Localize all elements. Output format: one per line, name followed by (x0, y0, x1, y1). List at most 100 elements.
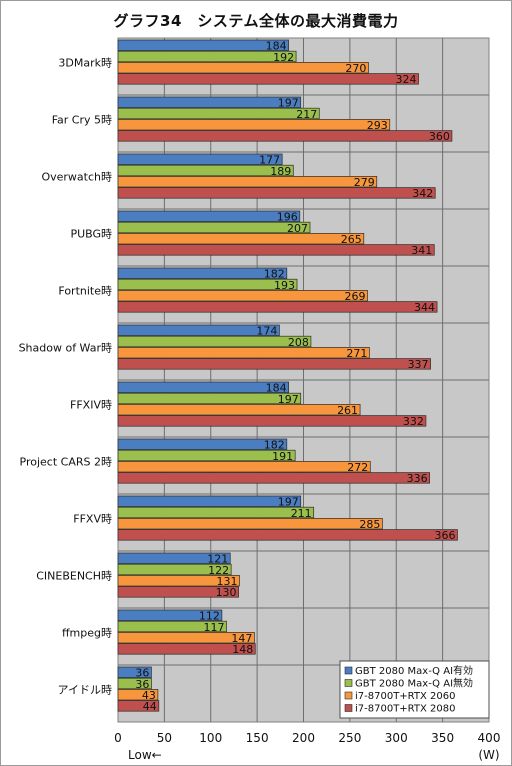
bar (117, 324, 280, 336)
x-tick-label: 50 (157, 731, 172, 745)
legend-swatch (344, 666, 353, 675)
data-label: 344 (414, 301, 435, 314)
bar (117, 335, 312, 348)
x-tick-label: 150 (246, 731, 269, 745)
x-tick-label: 400 (478, 731, 501, 745)
category-label: Shadow of War時 (19, 341, 112, 354)
data-label: 279 (354, 176, 375, 189)
data-label: 148 (232, 643, 253, 656)
data-label: 192 (273, 51, 294, 64)
data-label: 208 (288, 336, 309, 349)
data-label: 366 (434, 529, 455, 542)
bar (117, 632, 255, 644)
data-label: 112 (199, 610, 220, 623)
data-label: 337 (408, 358, 429, 371)
bar (117, 518, 383, 530)
bar (117, 438, 288, 450)
data-label: 217 (296, 108, 317, 121)
data-label: 43 (142, 689, 156, 702)
data-label: 36 (135, 667, 149, 680)
data-label: 121 (207, 553, 228, 566)
x-tick-label: 100 (199, 731, 222, 745)
legend-label: GBT 2080 Max-Q AI有効 (355, 664, 473, 677)
legend-swatch (344, 704, 353, 712)
bar (117, 130, 453, 142)
bar (117, 449, 296, 462)
bar (117, 620, 227, 633)
data-label: 272 (347, 461, 368, 474)
category-label: 3DMark時 (58, 56, 112, 69)
data-label: 332 (403, 415, 424, 428)
data-label: 270 (345, 62, 366, 75)
data-label: 360 (429, 130, 450, 143)
bar (117, 677, 152, 690)
bar (117, 210, 301, 222)
data-label: 147 (231, 632, 252, 645)
bar (117, 415, 427, 427)
x-tick-label: 250 (338, 731, 361, 745)
legend-swatch (344, 679, 353, 687)
legend-label: GBT 2080 Max-Q AI無効 (355, 677, 473, 690)
bar (117, 392, 302, 405)
bar (117, 643, 256, 655)
bar (117, 290, 368, 302)
bar (117, 609, 223, 621)
bar (117, 96, 302, 108)
bar (117, 495, 302, 507)
bar (117, 666, 152, 678)
x-axis-unit: (W) (478, 748, 499, 762)
category-label: PUBG時 (70, 227, 112, 240)
category-label: ffmpeg時 (62, 626, 112, 639)
data-label: 324 (396, 73, 417, 86)
data-label: 130 (216, 586, 237, 599)
chart-title: グラフ34 システム全体の最大消費電力 (113, 12, 399, 30)
bar (117, 50, 297, 63)
category-label: Far Cry 5時 (52, 113, 112, 126)
x-tick-label: 300 (385, 731, 408, 745)
data-label: 189 (270, 165, 291, 178)
legend-label: i7-8700T+RTX 2060 (355, 691, 456, 702)
x-tick-label: 350 (431, 731, 454, 745)
bar (117, 404, 361, 416)
x-tick-label: 200 (292, 731, 315, 745)
bar (117, 39, 290, 51)
category-label: アイドル時 (58, 683, 112, 696)
data-label: 184 (266, 382, 287, 395)
bar (117, 461, 371, 473)
category-label: Project CARS 2時 (20, 455, 112, 468)
data-label: 341 (411, 244, 432, 257)
data-label: 197 (278, 393, 299, 406)
data-label: 193 (274, 279, 295, 292)
data-label: 261 (337, 404, 358, 417)
data-label: 342 (412, 187, 433, 200)
data-label: 211 (291, 507, 312, 520)
data-label: 271 (346, 347, 367, 360)
bar (117, 586, 239, 598)
bar (117, 552, 231, 564)
bar (117, 563, 232, 576)
bar (117, 689, 159, 701)
bar (117, 164, 294, 177)
data-label: 196 (277, 211, 298, 224)
bar (117, 267, 288, 279)
bar (117, 529, 458, 541)
bar (117, 244, 435, 256)
data-label: 293 (367, 119, 388, 132)
category-label: Overwatch時 (41, 170, 112, 183)
bar (117, 278, 298, 291)
data-label: 191 (272, 450, 293, 463)
data-label: 177 (259, 154, 280, 167)
bar (117, 221, 311, 234)
bar (117, 358, 431, 370)
category-label: FFXIV時 (70, 398, 112, 411)
data-label: 36 (135, 678, 149, 691)
data-label: 44 (143, 700, 157, 713)
legend-label: i7-8700T+RTX 2080 (355, 704, 456, 715)
data-label: 131 (217, 575, 238, 588)
legend-swatch (344, 691, 353, 700)
x-tick-label: 0 (114, 731, 122, 745)
data-label: 182 (264, 439, 285, 452)
data-label: 174 (256, 325, 277, 338)
bar (117, 301, 438, 313)
